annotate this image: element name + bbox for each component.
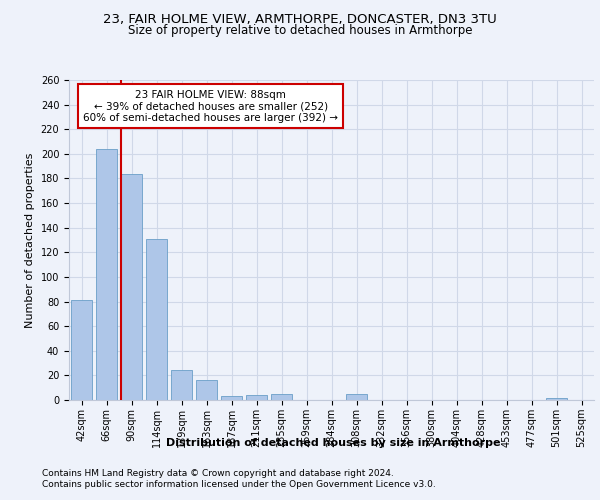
- Text: 23 FAIR HOLME VIEW: 88sqm
← 39% of detached houses are smaller (252)
60% of semi: 23 FAIR HOLME VIEW: 88sqm ← 39% of detac…: [83, 90, 338, 123]
- Bar: [96, 149, 117, 400]
- Bar: [271, 394, 292, 400]
- Bar: [71, 300, 92, 400]
- Text: Contains HM Land Registry data © Crown copyright and database right 2024.: Contains HM Land Registry data © Crown c…: [42, 469, 394, 478]
- Bar: [246, 395, 267, 400]
- Bar: [196, 380, 217, 400]
- Bar: [346, 394, 367, 400]
- Y-axis label: Number of detached properties: Number of detached properties: [25, 152, 35, 328]
- Bar: [221, 396, 242, 400]
- Text: 23, FAIR HOLME VIEW, ARMTHORPE, DONCASTER, DN3 3TU: 23, FAIR HOLME VIEW, ARMTHORPE, DONCASTE…: [103, 12, 497, 26]
- Text: Contains public sector information licensed under the Open Government Licence v3: Contains public sector information licen…: [42, 480, 436, 489]
- Bar: [121, 174, 142, 400]
- Bar: [146, 239, 167, 400]
- Text: Size of property relative to detached houses in Armthorpe: Size of property relative to detached ho…: [128, 24, 472, 37]
- Bar: [546, 398, 567, 400]
- Bar: [171, 370, 192, 400]
- Text: Distribution of detached houses by size in Armthorpe: Distribution of detached houses by size …: [166, 438, 500, 448]
